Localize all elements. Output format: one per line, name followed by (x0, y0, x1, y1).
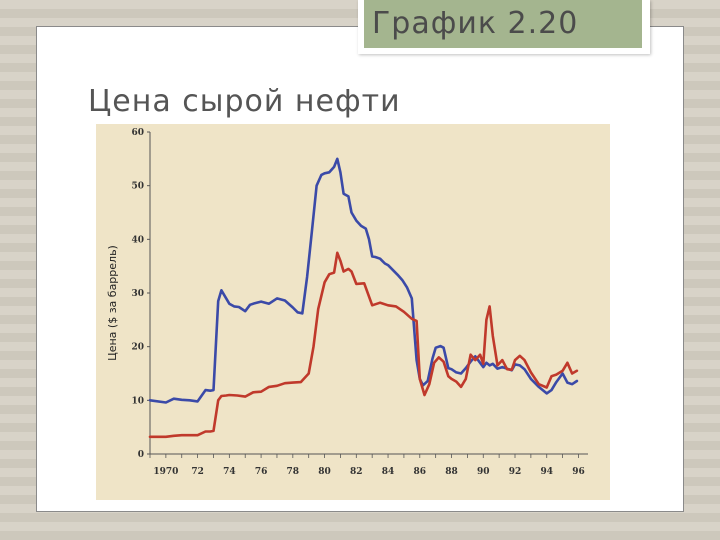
x-tick-label: 88 (445, 467, 458, 477)
x-tick-label: 1970 (153, 467, 178, 477)
series-line-nominal (148, 251, 579, 439)
y-tick-label: 20 (131, 343, 144, 353)
y-tick-label: 50 (131, 182, 144, 192)
chart-area: 0 10 20 30 40 50 60 1970 72 74 76 78 80 82 84 86 88 90 92 9… (96, 124, 610, 500)
x-tick-label: 84 (382, 467, 395, 477)
y-tick-label: 10 (131, 396, 144, 406)
x-tick-label: 82 (350, 467, 363, 477)
badge-label: График 2.20 (364, 0, 642, 48)
oil-price-chart: 0 10 20 30 40 50 60 1970 72 74 76 78 80 82 84 86 88 90 92 9… (106, 128, 588, 477)
y-tick-label: 30 (131, 289, 144, 299)
x-tick-label: 80 (318, 467, 331, 477)
y-tick-label: 40 (131, 235, 144, 245)
slide-number-badge: График 2.20 (358, 0, 650, 54)
x-tick-label: 86 (414, 467, 427, 477)
series-line-real (148, 157, 579, 404)
x-tick-label: 72 (191, 467, 204, 477)
x-tick-label: 90 (477, 467, 490, 477)
x-tick-label: 92 (509, 467, 522, 477)
y-tick-label: 0 (138, 450, 144, 460)
x-tick-label: 76 (255, 467, 268, 477)
x-tick-label: 78 (287, 467, 300, 477)
x-tick-label: 74 (223, 467, 236, 477)
x-tick-label: 94 (540, 467, 553, 477)
x-tick-label: 96 (572, 467, 585, 477)
y-tick-label: 60 (131, 128, 144, 138)
slide-title: Цена сырой нефти (88, 84, 401, 119)
y-axis-label: Цена ($ за баррель) (106, 245, 119, 361)
